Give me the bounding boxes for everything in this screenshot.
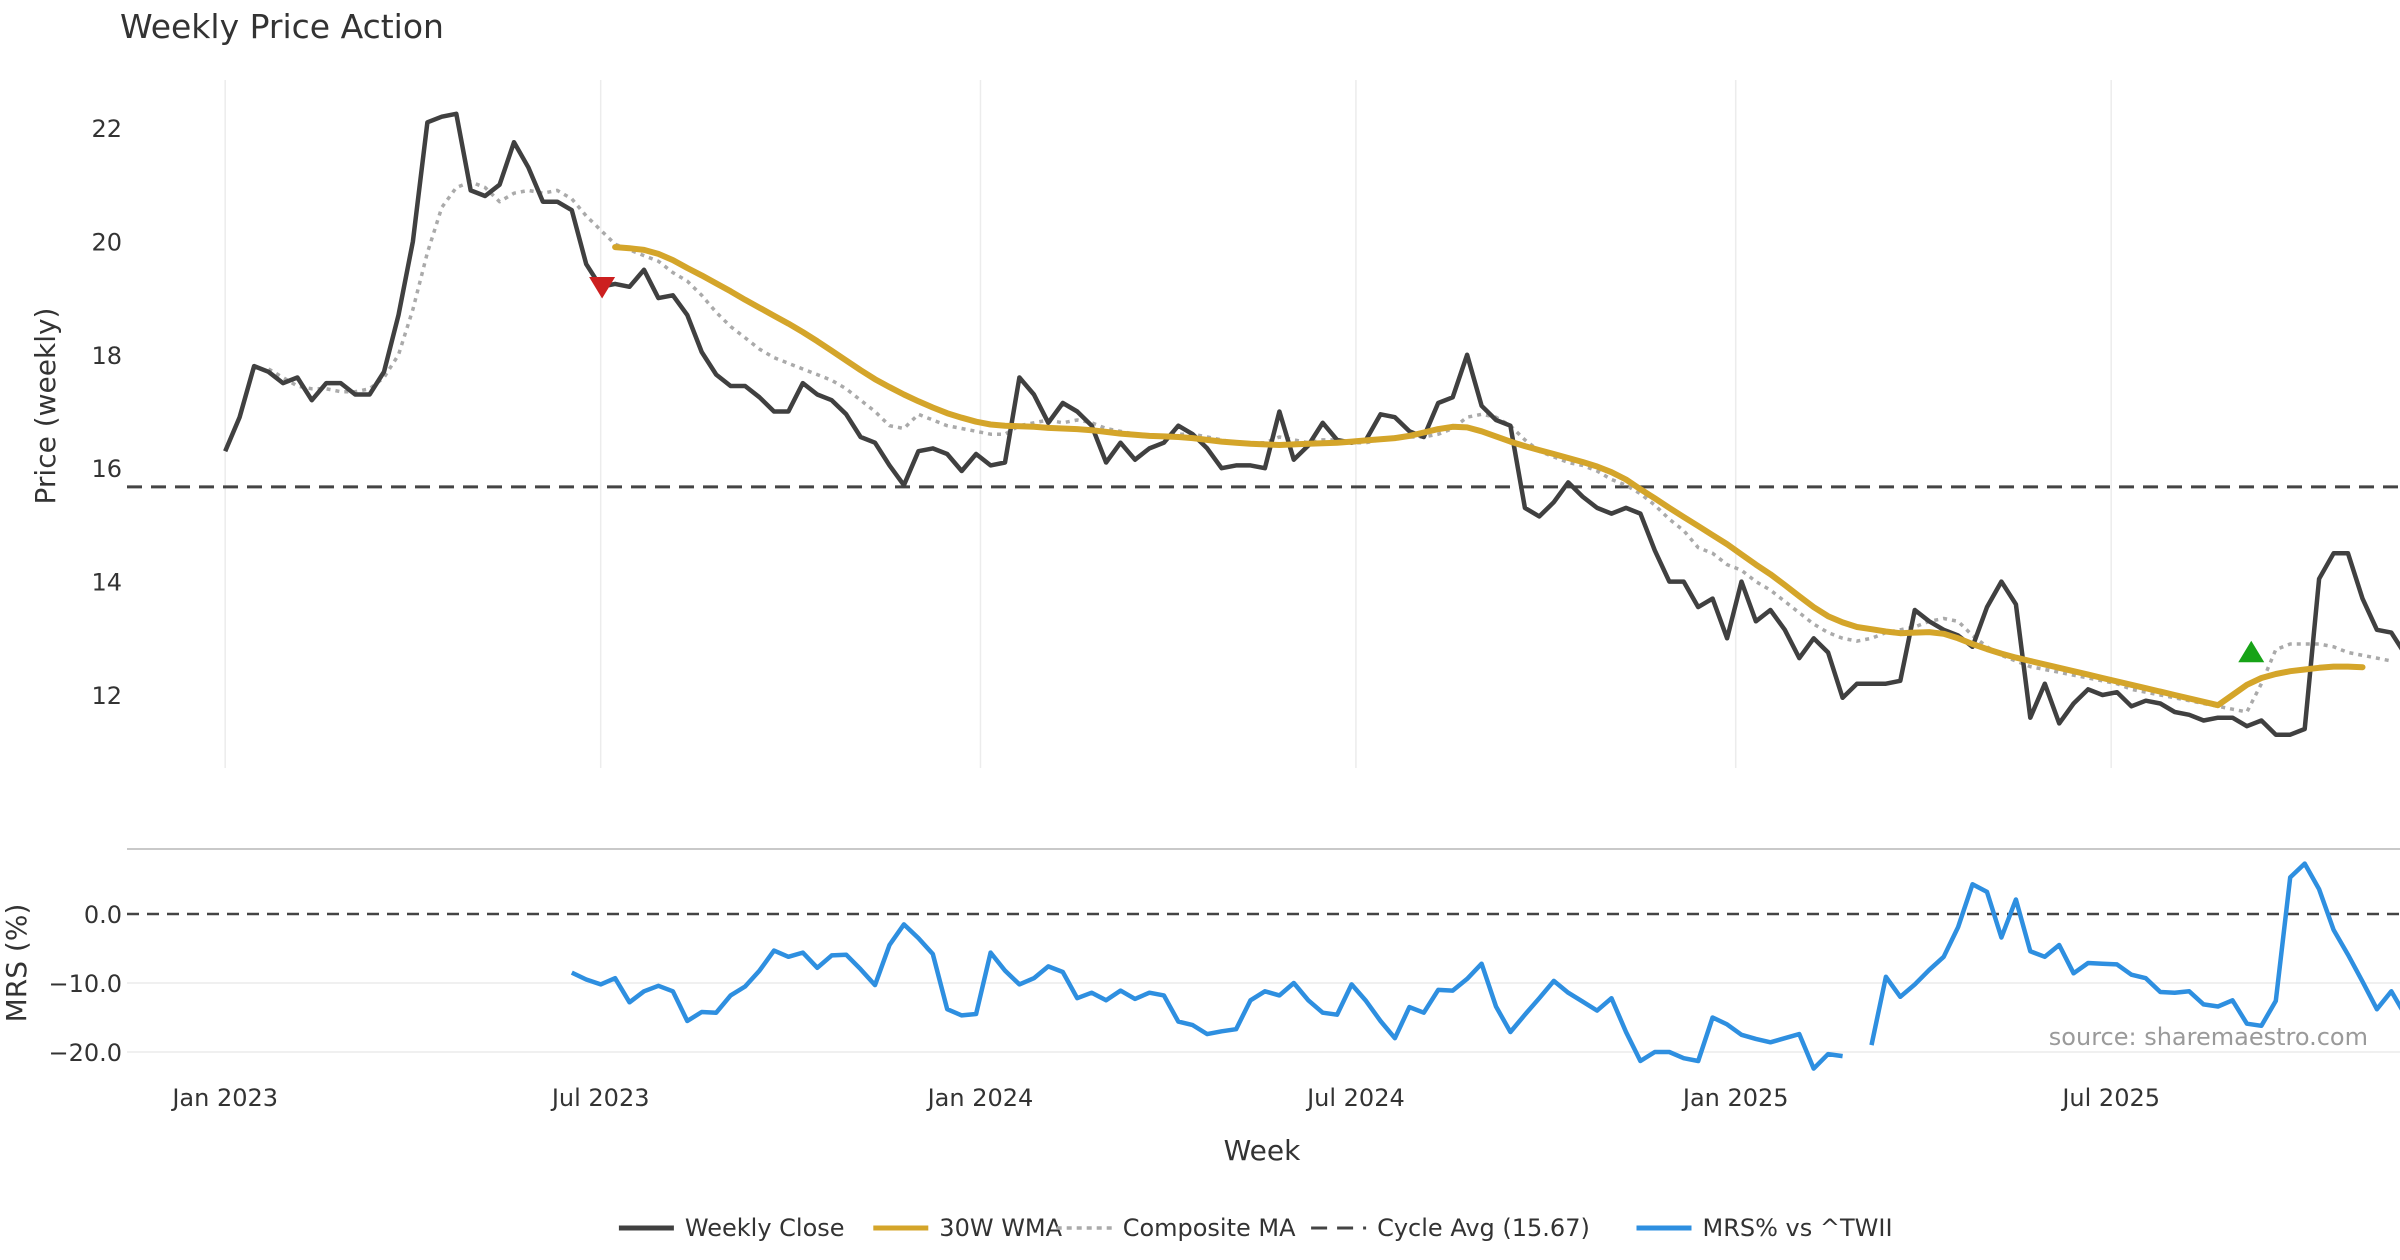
grid-layer	[127, 80, 2400, 1053]
x-tick-label: Jul 2023	[550, 1084, 650, 1112]
buy-signal-marker	[2238, 640, 2265, 663]
wma-30w-line	[612, 244, 2366, 709]
composite-ma-line	[267, 180, 2392, 714]
price-y-tick-label: 20	[91, 228, 122, 256]
source-credit: source: sharemaestro.com	[2049, 1023, 2368, 1051]
legend-label: 30W WMA	[939, 1214, 1062, 1242]
legend-item: MRS% vs ^TWII	[1636, 1214, 1893, 1242]
legend-item: 30W WMA	[873, 1214, 1063, 1242]
legend-item: Cycle Avg (15.67)	[1311, 1214, 1590, 1242]
legend-label: Cycle Avg (15.67)	[1377, 1214, 1590, 1242]
mrs-y-tick-label: −10.0	[48, 970, 122, 998]
x-tick-label: Jan 2024	[926, 1084, 1034, 1112]
x-axis: Jan 2023 Jul 2023 Jan 2024 Jul 2024 Jan 2025…	[170, 1084, 2160, 1112]
x-tick-label: Jul 2024	[1305, 1084, 1405, 1112]
legend-item: Composite MA	[1056, 1214, 1296, 1242]
x-axis-title: Week	[1224, 1134, 1301, 1167]
legend: Weekly Close 30W WMA Composite MA Cycle Avg…	[618, 1214, 1893, 1242]
x-tick-label: Jan 2025	[1681, 1084, 1789, 1112]
mrs-line	[570, 861, 2400, 1071]
price-y-tick-label: 12	[91, 682, 122, 710]
mrs-panel: 0.0 −10.0 −20.0	[48, 861, 2400, 1071]
legend-label: Composite MA	[1123, 1214, 1296, 1242]
price-y-axis-title: Price (weekly)	[29, 308, 62, 505]
price-panel: 12 14 16 18 20 22	[91, 111, 2400, 737]
mrs-y-tick-label: 0.0	[84, 901, 122, 929]
legend-label: MRS% vs ^TWII	[1703, 1214, 1893, 1242]
mrs-y-axis-title: MRS (%)	[0, 904, 33, 1023]
legend-label: Weekly Close	[685, 1214, 845, 1242]
weekly-close-line	[223, 111, 2400, 737]
legend-item: Weekly Close	[618, 1214, 845, 1242]
price-y-tick-label: 16	[91, 455, 122, 483]
x-tick-label: Jan 2023	[170, 1084, 278, 1112]
price-y-tick-label: 18	[91, 342, 122, 370]
mrs-y-tick-label: −20.0	[48, 1039, 122, 1067]
price-y-tick-label: 22	[91, 115, 122, 143]
sell-signal-marker	[589, 277, 616, 299]
chart-title: Weekly Price Action	[120, 7, 444, 46]
price-y-tick-label: 14	[91, 569, 122, 597]
x-tick-label: Jul 2025	[2060, 1084, 2160, 1112]
